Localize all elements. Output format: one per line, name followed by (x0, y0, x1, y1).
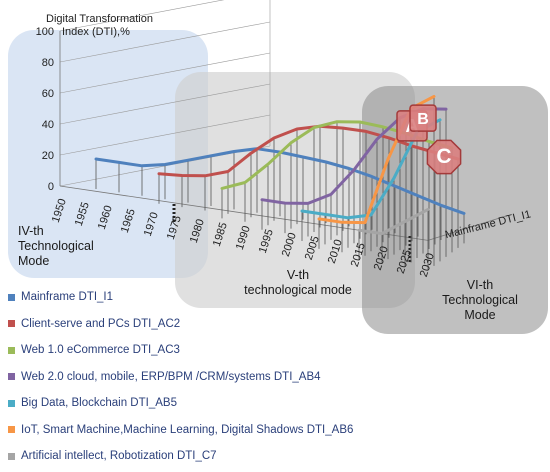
legend-swatch (8, 320, 15, 327)
y-tick-label: 80 (42, 57, 54, 69)
gridline (59, 52, 271, 94)
mode-iv-label: IV-th Technological Mode (18, 224, 94, 268)
legend-label: Client-serve and PCs DTI_AC2 (21, 317, 181, 330)
mode-vi-label: VI-th Technological Mode (442, 278, 518, 322)
legend-swatch (8, 346, 15, 354)
marker-label: B (417, 111, 429, 128)
y-tick-label: 100 (36, 26, 54, 38)
series-line (157, 124, 460, 178)
series-line (357, 207, 430, 236)
legend-item: Big Data, Blockchain DTI_AB5 (8, 394, 177, 412)
marker-c (426, 139, 462, 175)
mode-iv-panel (8, 30, 208, 278)
legend-swatch (8, 399, 15, 407)
gridline (59, 114, 271, 156)
marker-label: C (436, 145, 451, 168)
y-tick-label: 60 (42, 88, 54, 100)
legend-item: IoT, Smart Machine,Machine Learning, Dig… (8, 421, 353, 439)
legend-label: IoT, Smart Machine,Machine Learning, Dig… (21, 423, 354, 436)
legend-item: Artificial intellect, Robotization DTI_C… (8, 447, 217, 465)
y-tick-label: 40 (42, 119, 54, 131)
y-tick-label: 0 (48, 181, 54, 193)
legend-item: Client-serve and PCs DTI_AC2 (8, 315, 180, 333)
annotation-markers: ABC (396, 104, 462, 175)
legend-item: Web 1.0 eCommerce DTI_AC3 (8, 341, 180, 359)
legend-label: Web 1.0 eCommerce DTI_AC3 (21, 344, 180, 356)
legend-swatch (8, 452, 15, 460)
legend-label: Artificial intellect, Robotization DTI_C… (21, 450, 217, 462)
gridline (59, 83, 271, 125)
legend-item: Web 2.0 cloud, mobile, ERP/BPM /CRM/syst… (8, 368, 321, 386)
gridline (59, 21, 271, 63)
legend-label: Big Data, Blockchain DTI_AB5 (21, 397, 177, 409)
legend-item: Mainframe DTI_I1 (8, 288, 113, 306)
legend-label: Web 2.0 cloud, mobile, ERP/BPM /CRM/syst… (21, 370, 321, 383)
y-tick-label: 20 (42, 150, 54, 162)
legend-swatch (8, 293, 15, 301)
legend-swatch (8, 426, 15, 433)
marker-b (409, 104, 437, 132)
mode-v-label: V-th technological mode (244, 268, 352, 297)
legend-label: Mainframe DTI_I1 (21, 291, 114, 303)
gridline (59, 0, 225, 32)
legend-swatch (8, 373, 15, 380)
y-axis-title: Digital Transformation Index (DTI),% (46, 13, 153, 38)
